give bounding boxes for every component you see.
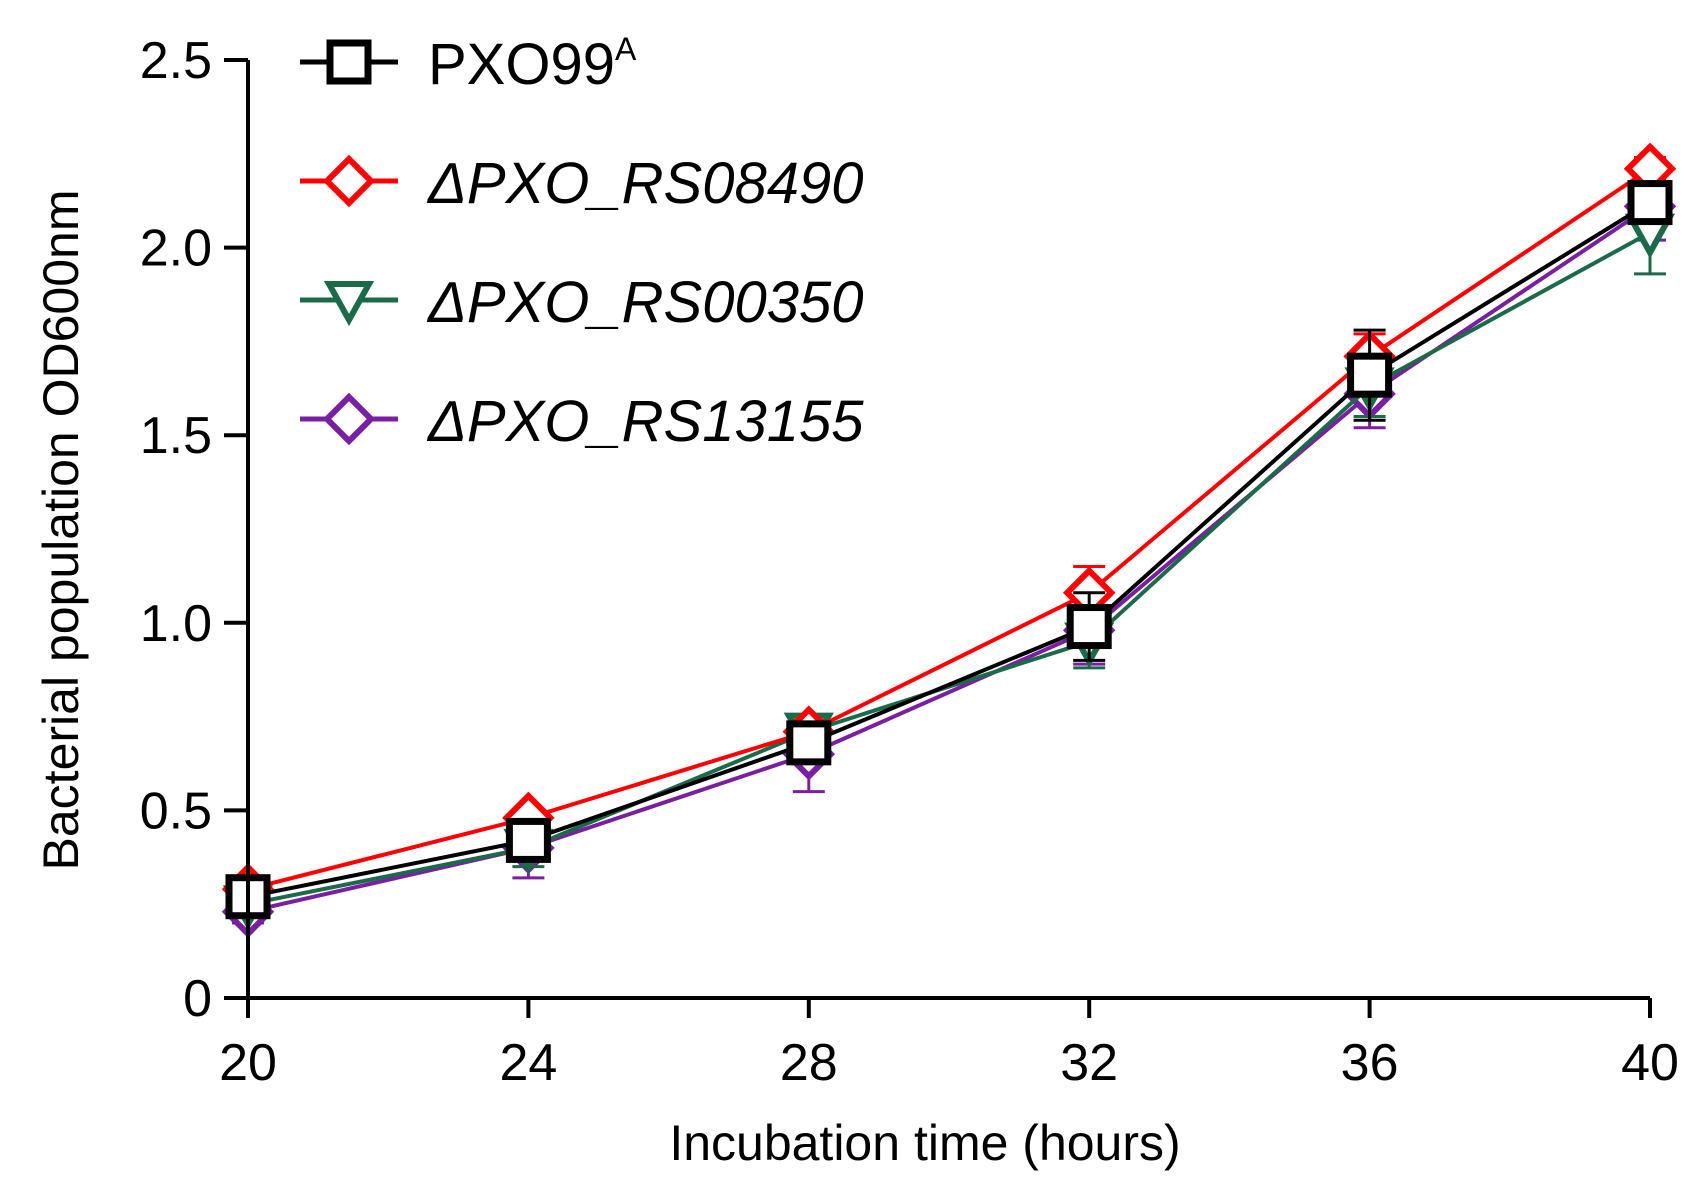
legend-marker xyxy=(322,392,376,446)
legend-label: PXO99A xyxy=(428,31,637,97)
x-axis-title: Incubation time (hours) xyxy=(669,1115,1180,1171)
series-line xyxy=(247,200,1652,899)
legend-label: ΔPXO_RS08490 xyxy=(426,151,864,216)
series-line xyxy=(247,167,1652,892)
legend-marker xyxy=(323,281,375,327)
x-tick-label: 28 xyxy=(780,1034,838,1092)
data-point xyxy=(1347,352,1393,398)
legend-item: ΔPXO_RS08490 xyxy=(300,151,864,216)
series-2 xyxy=(221,142,1677,916)
x-tick-label: 40 xyxy=(1621,1034,1679,1092)
data-point xyxy=(1627,180,1673,226)
legend-marker xyxy=(326,39,372,85)
legend-marker xyxy=(322,154,376,208)
y-axis: 0 0.5 1.0 1.5 2.0 2.5 xyxy=(140,32,250,1028)
legend-item: ΔPXO_RS00350 xyxy=(300,270,864,335)
data-point xyxy=(1066,604,1112,650)
plot-series-layer xyxy=(221,142,1677,938)
data-point xyxy=(505,817,551,863)
legend: PXO99A ΔPXO_RS08490 ΔPXO_RS00350 ΔPXO_RS131… xyxy=(300,31,864,454)
legend-item: ΔPXO_RS13155 xyxy=(300,389,864,454)
legend-item: PXO99A xyxy=(300,31,637,97)
x-tick-label: 32 xyxy=(1060,1034,1118,1092)
legend-label: ΔPXO_RS00350 xyxy=(426,270,864,335)
x-tick-label: 36 xyxy=(1341,1034,1399,1092)
y-tick-label: 2.0 xyxy=(140,220,212,278)
y-tick-label: 2.5 xyxy=(140,32,212,90)
x-axis: 20 24 28 32 36 40 xyxy=(219,996,1679,1092)
y-tick-label: 1.0 xyxy=(140,595,212,653)
y-tick-label: 0 xyxy=(183,970,212,1028)
series-3 xyxy=(225,180,1673,920)
legend-label: ΔPXO_RS13155 xyxy=(426,389,864,454)
y-axis-title: Bacterial population OD600nm xyxy=(33,190,89,871)
x-tick-label: 24 xyxy=(499,1034,557,1092)
data-point xyxy=(786,720,832,766)
y-tick-label: 1.5 xyxy=(140,407,212,465)
y-tick-label: 0.5 xyxy=(140,782,212,840)
x-tick-label: 20 xyxy=(219,1034,277,1092)
